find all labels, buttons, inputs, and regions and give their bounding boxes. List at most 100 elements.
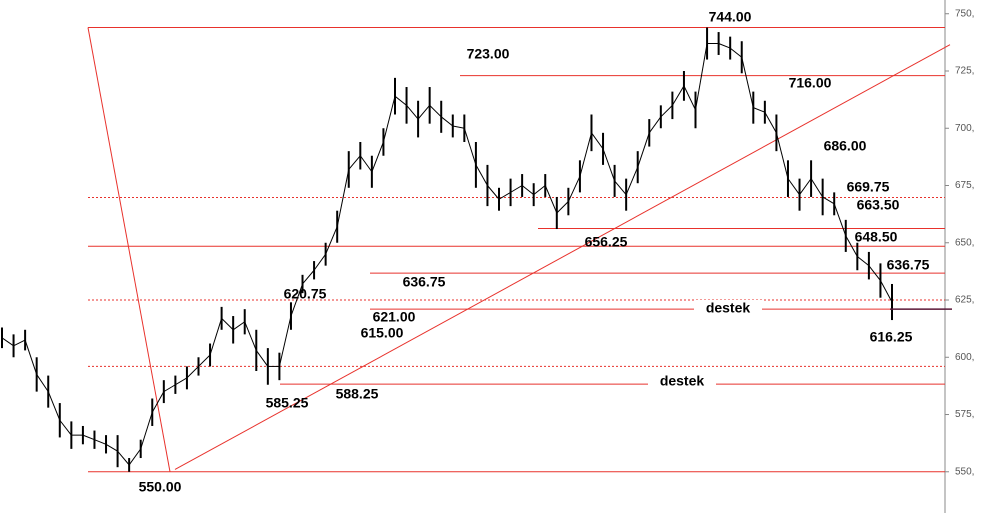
price-label: 744.00 <box>709 9 752 25</box>
price-link <box>880 280 893 303</box>
price-link <box>498 191 511 200</box>
price-link <box>857 256 870 267</box>
price-link <box>24 339 38 375</box>
price-link <box>394 95 407 106</box>
trend-line <box>87 27 171 472</box>
y-tick-label: 625, <box>955 295 974 306</box>
price-link <box>13 339 26 347</box>
price-link <box>810 178 824 198</box>
price-link <box>637 132 650 168</box>
price-label: 550.00 <box>139 479 182 495</box>
price-link <box>348 155 361 170</box>
price-link <box>440 116 454 127</box>
price-link <box>567 176 581 202</box>
price-link <box>510 185 523 193</box>
price-link <box>325 226 338 255</box>
price-link <box>209 318 223 356</box>
price-link <box>764 111 777 134</box>
price-link <box>487 185 500 200</box>
price-link <box>47 391 61 421</box>
y-tick-label: 550, <box>955 466 974 477</box>
price-link <box>775 132 789 179</box>
price-link <box>544 185 558 214</box>
price-link <box>244 321 257 351</box>
price-link <box>151 391 165 413</box>
price-link <box>833 203 847 237</box>
price-link <box>371 141 384 172</box>
price-label: 656.25 <box>585 234 628 250</box>
price-link <box>683 85 696 111</box>
price-label: 648.50 <box>855 229 898 245</box>
price-label: 636.75 <box>403 274 446 290</box>
price-link <box>556 201 569 214</box>
price-link <box>822 196 835 205</box>
price-link <box>278 315 292 367</box>
price-link <box>290 283 303 317</box>
price-link <box>175 377 188 386</box>
price-link <box>799 178 812 195</box>
y-tick-label: 700, <box>955 123 974 134</box>
price-link <box>671 85 685 106</box>
price-link <box>94 439 107 445</box>
price-link <box>579 132 592 177</box>
price-link <box>1 337 14 347</box>
price-link <box>359 155 373 173</box>
price-link <box>868 265 881 281</box>
price-link <box>140 412 153 450</box>
price-link <box>82 434 95 441</box>
price-link <box>614 180 627 195</box>
price-label: 620.75 <box>284 286 327 302</box>
price-link <box>302 269 315 285</box>
price-link <box>787 178 800 195</box>
note-label: destek <box>706 300 751 316</box>
price-link <box>625 166 639 195</box>
price-link <box>521 185 534 196</box>
price-link <box>533 185 546 196</box>
price-link <box>382 96 396 143</box>
price-link <box>741 57 754 108</box>
price-label: 636.75 <box>887 257 930 273</box>
price-link <box>695 43 708 111</box>
price-link <box>648 116 662 134</box>
price-link <box>117 450 130 466</box>
y-tick-label: 675, <box>955 180 974 191</box>
price-link <box>336 169 350 227</box>
price-label: 616.25 <box>870 329 913 345</box>
price-link <box>591 132 604 150</box>
price-link <box>255 350 269 367</box>
price-link <box>452 125 465 129</box>
price-link <box>186 366 199 379</box>
price-link <box>718 43 731 49</box>
price-label: 669.75 <box>847 179 890 195</box>
price-link <box>105 443 118 452</box>
price-label: 621.00 <box>373 309 416 325</box>
price-link <box>221 317 234 331</box>
y-tick-label: 650, <box>955 237 974 248</box>
price-label: 716.00 <box>789 75 832 91</box>
price-link <box>128 448 142 466</box>
price-label: 723.00 <box>467 46 510 62</box>
trend-line <box>174 44 951 470</box>
price-link <box>232 321 246 331</box>
price-link <box>602 148 616 182</box>
price-link <box>753 107 766 113</box>
price-label: 663.50 <box>857 197 900 213</box>
price-link <box>729 47 743 58</box>
price-link <box>417 105 431 120</box>
y-tick-label: 575, <box>955 409 974 420</box>
y-tick-label: 725, <box>955 66 974 77</box>
price-link <box>313 253 327 271</box>
note-bg <box>648 373 716 391</box>
price-link <box>475 164 488 186</box>
price-link <box>845 235 858 257</box>
price-link <box>163 384 176 393</box>
price-link <box>406 105 419 120</box>
y-tick-label: 600, <box>955 352 974 363</box>
price-link <box>463 128 477 166</box>
price-label: 615.00 <box>361 325 404 341</box>
price-link <box>36 374 49 392</box>
note-label: destek <box>660 373 705 389</box>
price-link <box>429 104 442 118</box>
price-label: 686.00 <box>824 138 867 154</box>
